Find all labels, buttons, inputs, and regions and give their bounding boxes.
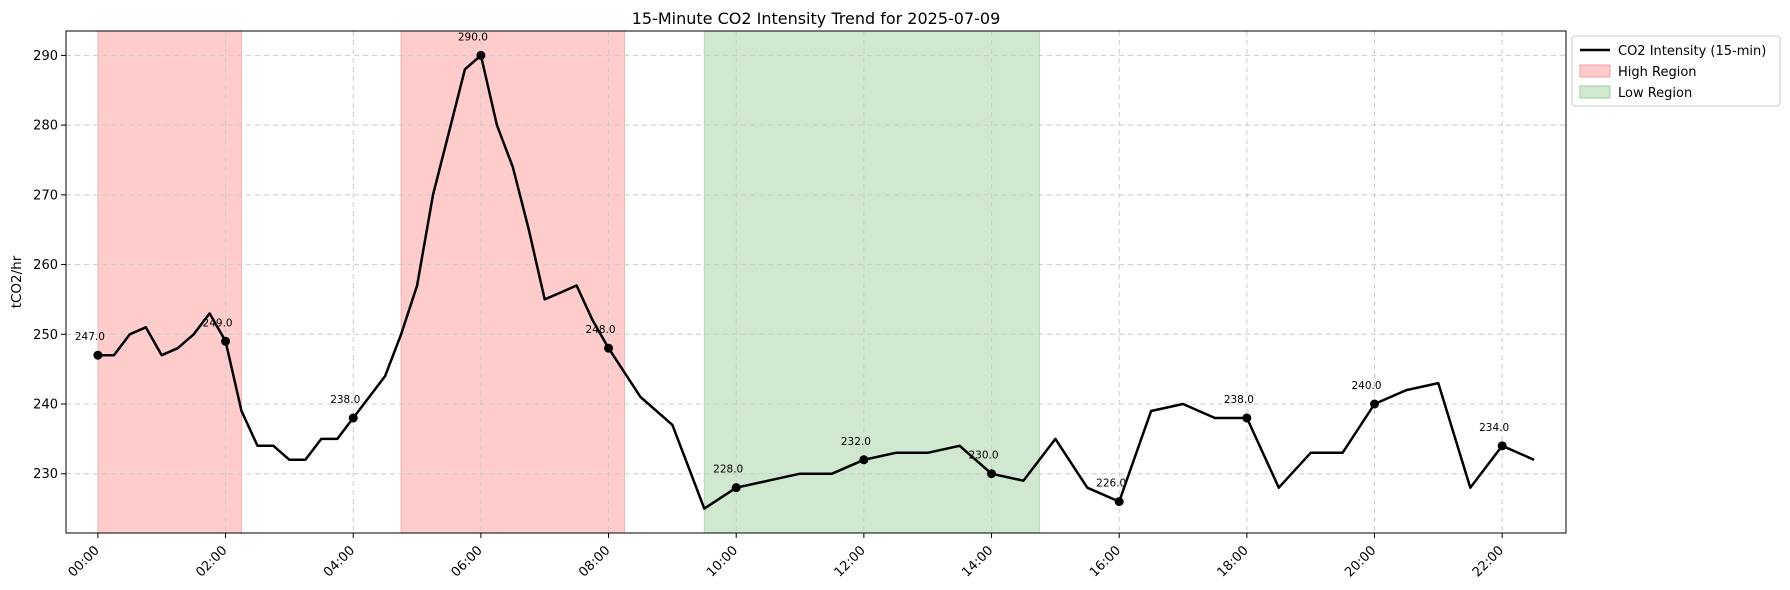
y-tick-label: 230 xyxy=(33,467,58,482)
legend-label: Low Region xyxy=(1618,86,1692,101)
series-line xyxy=(97,54,1535,510)
data-label: 238.0 xyxy=(330,394,360,406)
data-label: 248.0 xyxy=(586,324,616,336)
data-label: 232.0 xyxy=(841,436,871,448)
region-high-1 xyxy=(400,30,626,534)
legend: CO2 Intensity (15-min) High Region Low Reg… xyxy=(1571,35,1781,107)
data-point xyxy=(987,469,997,479)
chart-title: 15-Minute CO2 Intensity Trend for 2025-0… xyxy=(632,9,1001,28)
data-point xyxy=(604,343,614,353)
data-label: 238.0 xyxy=(1224,394,1254,406)
legend-label: High Region xyxy=(1618,65,1697,80)
y-tick-label: 250 xyxy=(33,328,58,343)
data-label: 247.0 xyxy=(75,331,105,343)
y-tick-label: 240 xyxy=(33,398,58,413)
y-axis-label: tCO2/hr xyxy=(9,255,25,308)
data-point xyxy=(731,483,741,493)
data-point xyxy=(476,50,486,60)
data-point xyxy=(1242,413,1252,423)
data-point xyxy=(1370,399,1380,409)
data-label: 290.0 xyxy=(458,31,488,43)
data-point xyxy=(221,336,231,346)
data-point xyxy=(348,413,358,423)
shaded-regions xyxy=(97,30,1040,534)
region-low-2 xyxy=(703,30,1040,534)
plot-frame xyxy=(65,30,1567,534)
region-high-0 xyxy=(97,30,243,534)
legend-box xyxy=(1571,35,1781,107)
data-label: 234.0 xyxy=(1479,422,1509,434)
data-label: 240.0 xyxy=(1351,380,1381,392)
data-point xyxy=(1114,497,1124,507)
annotations: 247.0 249.0 238.0 290.0 248.0 228.0 232.0 230.0… xyxy=(75,31,1509,489)
legend-swatch-high xyxy=(1579,64,1611,78)
series-line-group xyxy=(97,54,1535,510)
legend-swatch-low xyxy=(1579,85,1611,99)
data-label: 228.0 xyxy=(713,464,743,476)
data-label: 249.0 xyxy=(203,317,233,329)
data-label: 230.0 xyxy=(969,450,999,462)
y-tick-label: 270 xyxy=(33,188,58,203)
y-axis-ticks: 230 240 250 260 270 280 290 xyxy=(33,49,66,482)
y-tick-label: 290 xyxy=(33,49,58,64)
data-point xyxy=(859,455,869,465)
data-point xyxy=(93,350,103,360)
y-tick-label: 260 xyxy=(33,258,58,273)
y-tick-label: 280 xyxy=(33,119,58,134)
data-point xyxy=(1497,441,1507,451)
highlight-points xyxy=(93,50,1507,507)
data-label: 226.0 xyxy=(1096,478,1126,490)
legend-label: CO2 Intensity (15-min) xyxy=(1618,44,1766,59)
